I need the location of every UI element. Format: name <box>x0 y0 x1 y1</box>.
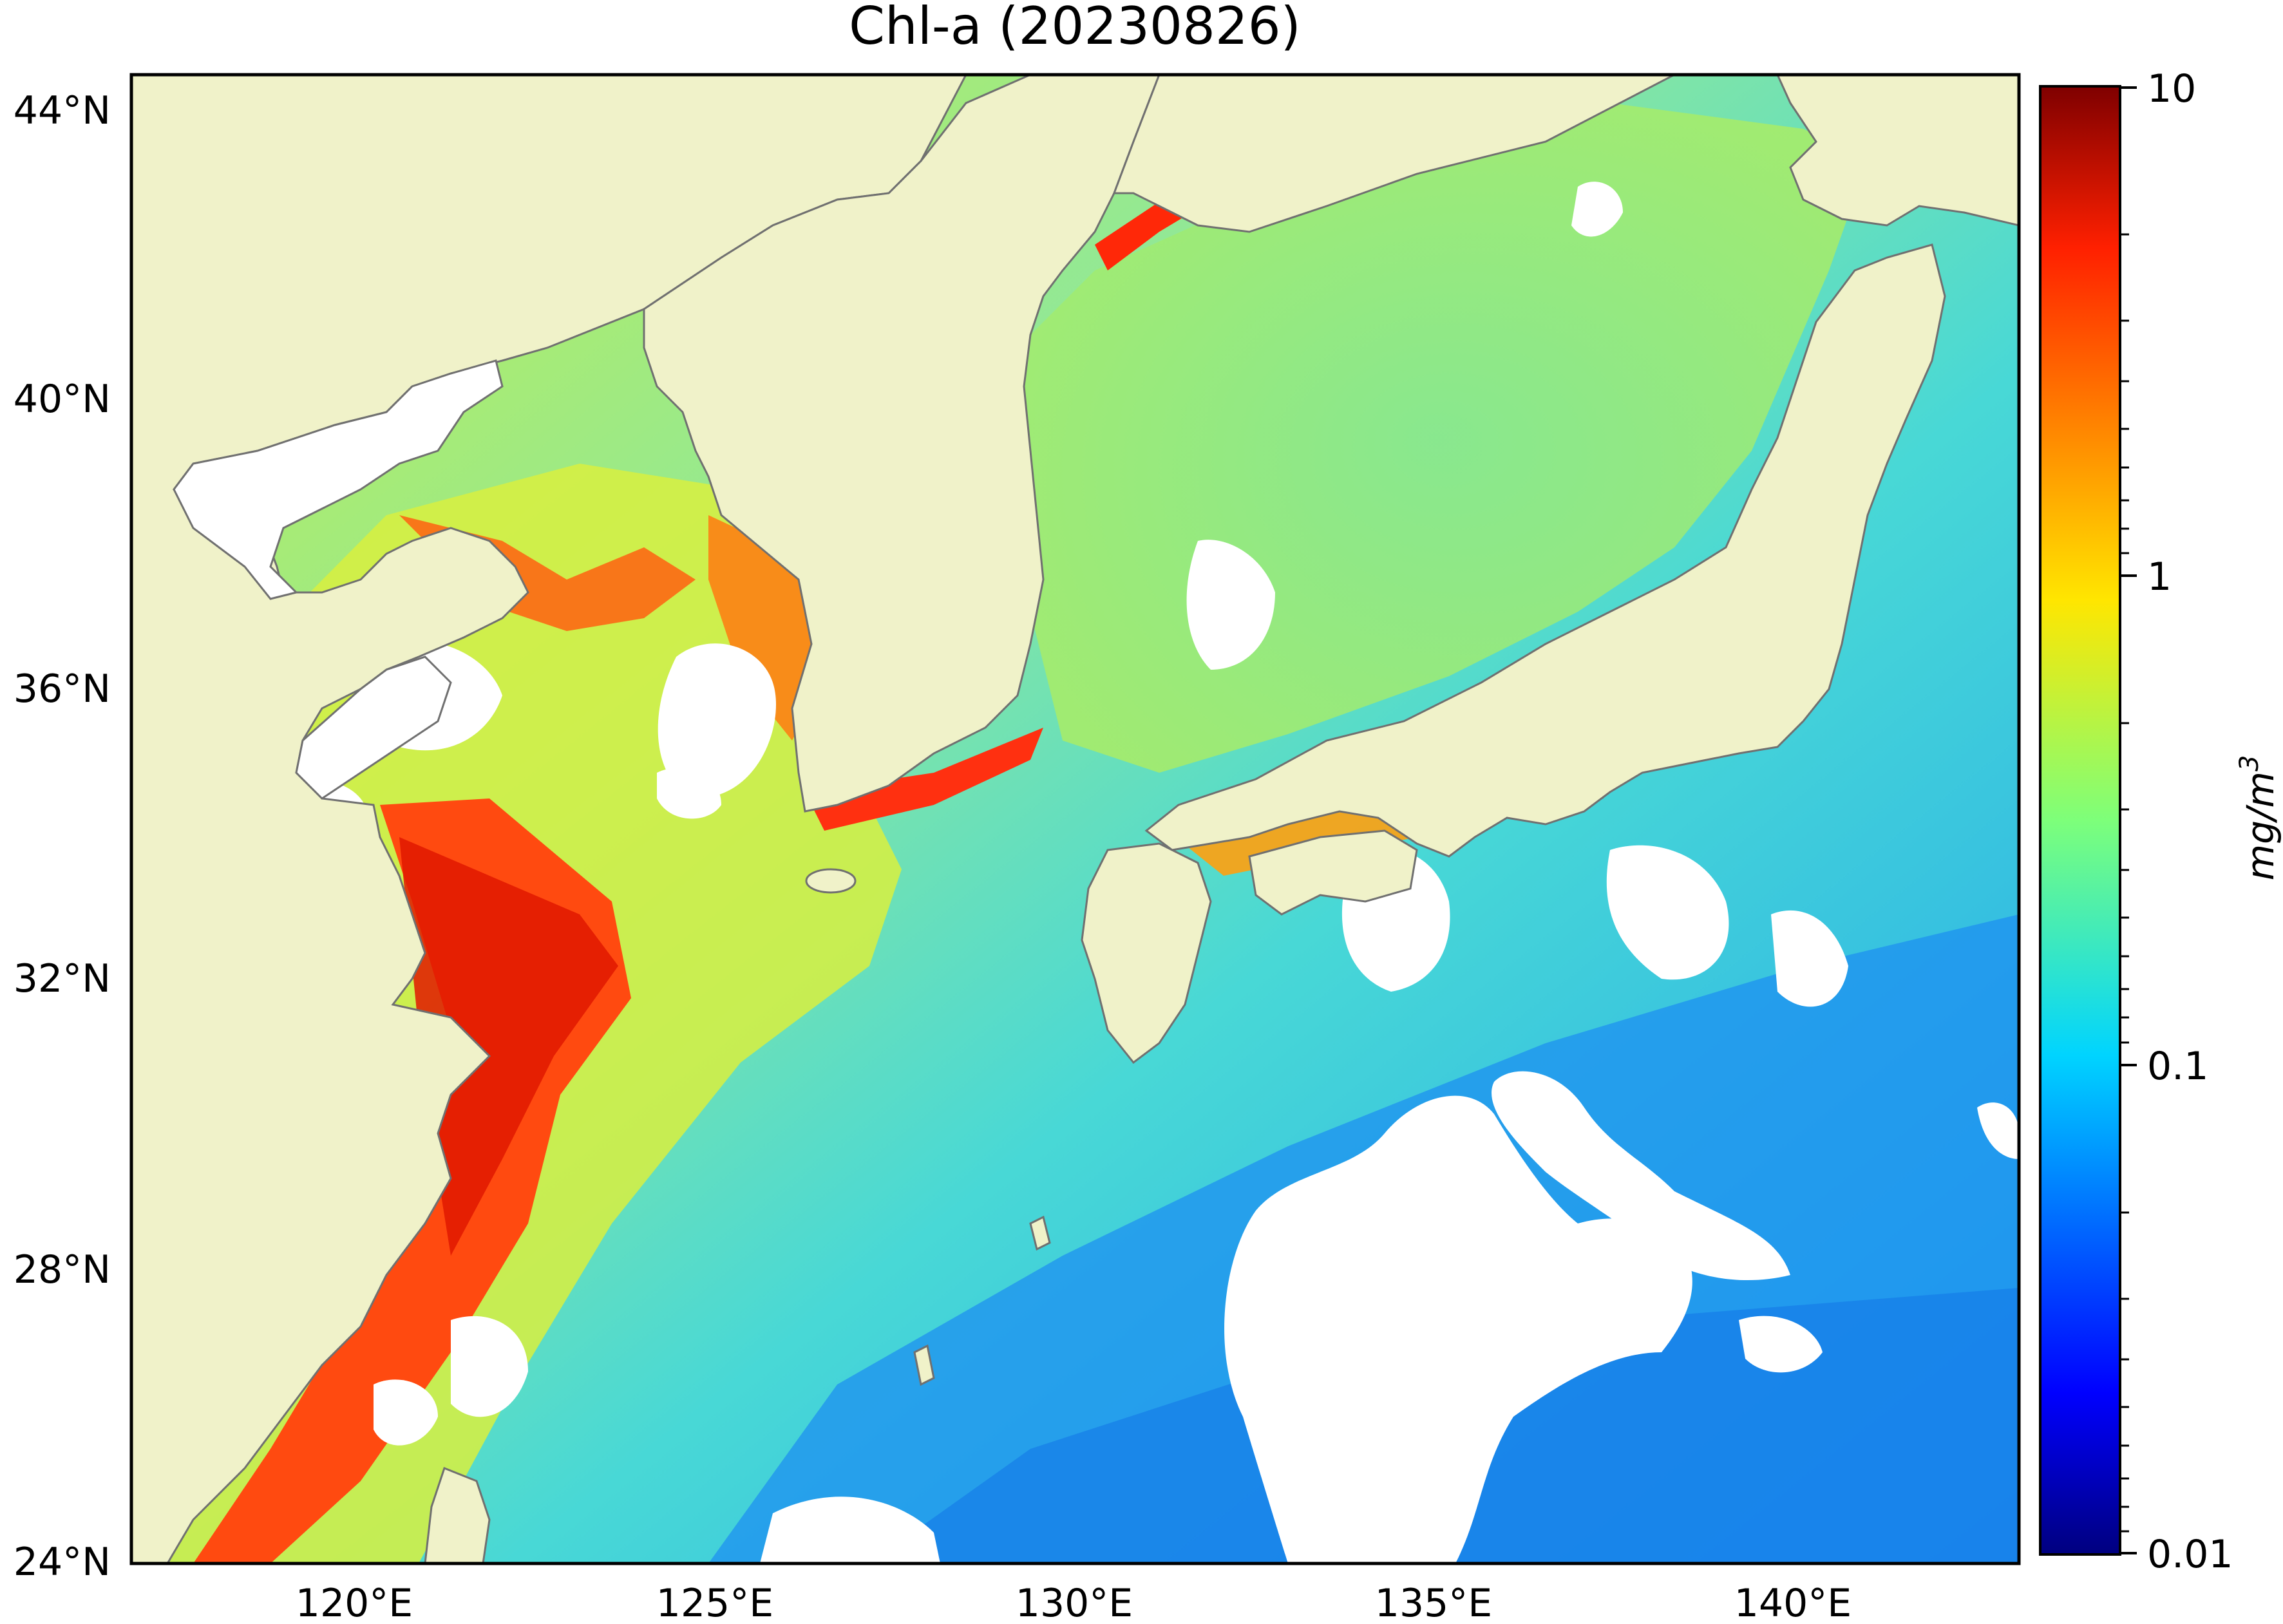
figure-title: Chl-a (20230826) <box>849 0 1301 56</box>
map-frame <box>129 73 2021 1565</box>
colorbar-unit: mg/m <box>2239 771 2282 880</box>
lon-tick-130: 130°E <box>1016 1581 1133 1624</box>
land-kyushu <box>1081 842 1212 1064</box>
land-amami <box>1029 1215 1051 1251</box>
land-hokkaido-sakhalin <box>1776 75 2019 227</box>
colorbar-tick-0.01: 0.01 <box>2147 1532 2233 1577</box>
yellow-river-coast-cloud <box>295 656 452 800</box>
land-shikoku <box>1248 829 1418 916</box>
colorbar-tick-1: 1 <box>2147 554 2172 600</box>
land-honshu <box>1144 243 1946 858</box>
korea-south-bloom <box>805 728 1043 831</box>
latitude-axis: 44°N 40°N 36°N 32°N 28°N 24°N <box>14 88 111 1585</box>
lat-tick-28: 28°N <box>14 1247 111 1292</box>
longitude-axis: 120°E 125°E 130°E 135°E 140°E <box>296 1581 1852 1624</box>
colorbar-tick-10: 10 <box>2147 66 2196 111</box>
lat-tick-32: 32°N <box>14 956 111 1001</box>
lon-tick-125: 125°E <box>656 1581 773 1624</box>
cloud-mask <box>296 182 2019 1563</box>
lon-tick-135: 135°E <box>1375 1581 1492 1624</box>
colorbar: 10 1 0.1 0.01 mg/m3 <box>2039 66 2282 1577</box>
land-korea <box>643 75 1160 813</box>
lon-tick-120: 120°E <box>296 1581 413 1624</box>
land-russia <box>1112 75 1675 233</box>
yangtze-plume <box>399 837 618 1256</box>
lat-tick-40: 40°N <box>14 377 111 422</box>
lat-tick-44: 44°N <box>14 88 111 133</box>
bohai-cloud <box>173 359 504 600</box>
land-jeju <box>805 868 857 894</box>
map-panel <box>131 75 2019 1563</box>
colorbar-minor-ticks <box>2120 233 2129 1533</box>
lat-tick-24: 24°N <box>14 1540 111 1585</box>
colorbar-label: mg/m3 <box>2235 755 2282 881</box>
land-okinawa <box>913 1344 935 1386</box>
lon-tick-140: 140°E <box>1734 1581 1852 1624</box>
land-taiwan <box>424 1467 491 1563</box>
colorbar-tick-0.1: 0.1 <box>2147 1044 2208 1089</box>
colorbar-major-ticks <box>2120 86 2137 1554</box>
colorbar-unit-exponent: 3 <box>2235 755 2264 771</box>
lat-tick-36: 36°N <box>14 666 111 712</box>
colorbar-gradient <box>2039 85 2121 1556</box>
land <box>131 75 2019 1563</box>
